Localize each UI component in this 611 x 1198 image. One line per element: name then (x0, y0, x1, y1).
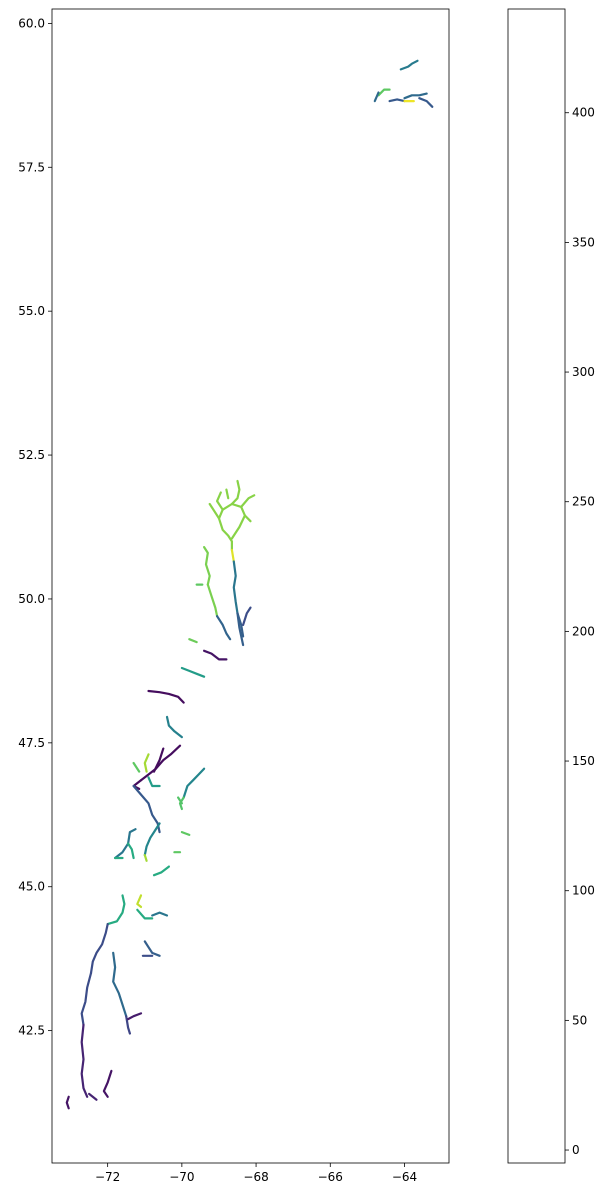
river-segment (177, 796, 183, 805)
river-segment (242, 606, 252, 627)
river-segment (112, 951, 128, 1018)
y-tick-label: 45.0 (18, 880, 45, 894)
river-segment (206, 583, 219, 618)
river-segment (151, 911, 169, 917)
river-segment (403, 92, 428, 100)
x-tick-label: −72 (95, 1170, 120, 1184)
river-segment (240, 494, 256, 508)
river-segment (65, 1095, 70, 1110)
y-tick-label: 50.0 (18, 592, 45, 606)
river-segment (132, 784, 161, 834)
river-segment (147, 689, 185, 704)
river-segment (230, 502, 246, 540)
river-segment (216, 615, 232, 641)
colorbar-tick-label: 250 (572, 495, 595, 509)
x-axis: −72 −70 −68 −66 −64 (95, 1163, 417, 1184)
y-axis: 42.5 45.0 47.5 50.0 52.5 55.0 57.5 60.0 (18, 16, 52, 1038)
river-segment (399, 59, 419, 71)
river-segment (217, 502, 233, 552)
y-tick-label: 57.5 (18, 160, 45, 174)
y-tick-label: 55.0 (18, 304, 45, 318)
colorbar-tick-label: 300 (572, 365, 595, 379)
x-tick-label: −64 (392, 1170, 417, 1184)
river-segment (377, 88, 391, 97)
river-segment (87, 1092, 98, 1101)
colorbar-tick-label: 150 (572, 754, 595, 768)
colorbar-tick-label: 350 (572, 235, 595, 249)
river-segment (165, 715, 183, 739)
river-segment (180, 666, 206, 678)
river-segment (203, 545, 211, 586)
river-segment (232, 560, 239, 615)
plot-frame (51, 8, 450, 1164)
river-segment (80, 1023, 89, 1098)
river-segment (143, 853, 148, 862)
river-segment (373, 91, 380, 103)
y-tick-label: 47.5 (18, 736, 45, 750)
river-segment (127, 1012, 143, 1021)
x-tick-label: −68 (243, 1170, 268, 1184)
river-segment (143, 940, 161, 957)
river-segment (106, 894, 126, 926)
colorbar-tick-label: 100 (572, 884, 595, 898)
river-segments (65, 59, 434, 1110)
river-segment (243, 514, 252, 523)
river-segment (230, 479, 241, 506)
river-segment (136, 894, 143, 909)
river-segment (139, 744, 182, 782)
river-segment (388, 98, 406, 103)
river-segment (89, 922, 109, 975)
colorbar: 0 50 100 150 200 250 300 350 400 (507, 8, 595, 1164)
river-segment (132, 761, 141, 773)
river-segment (236, 612, 245, 647)
river-segment (127, 842, 135, 860)
river-segment (147, 776, 161, 788)
river-segment (136, 908, 154, 920)
colorbar-gradient (507, 8, 566, 1164)
river-segment (418, 97, 434, 108)
river-segment (180, 830, 191, 837)
colorbar-tick-label: 0 (572, 1143, 580, 1157)
colorbar-ticks: 0 50 100 150 200 250 300 350 400 (565, 106, 595, 1157)
x-tick-label: −66 (318, 1170, 343, 1184)
river-segment (178, 796, 185, 811)
x-tick-label: −70 (169, 1170, 194, 1184)
colorbar-tick-label: 400 (572, 106, 595, 120)
river-segment (225, 488, 230, 500)
y-tick-label: 60.0 (18, 16, 45, 30)
plot-area: −72 −70 −68 −66 −64 42.5 45.0 47.5 50.0 52.5 55.0… (18, 8, 450, 1184)
river-segment (143, 822, 161, 857)
river-segment (125, 1015, 131, 1035)
river-segment (182, 767, 206, 799)
river-segment (216, 491, 224, 511)
river-segment (230, 548, 235, 563)
river-segment (80, 971, 93, 1027)
colorbar-tick-label: 50 (572, 1013, 587, 1027)
river-segment (208, 502, 221, 520)
river-segment (152, 747, 165, 773)
y-tick-label: 42.5 (18, 1024, 45, 1038)
river-segment (152, 865, 170, 877)
colorbar-tick-label: 200 (572, 624, 595, 638)
river-segment (203, 649, 228, 661)
y-tick-label: 52.5 (18, 448, 45, 462)
river-segment (188, 638, 198, 644)
river-segment (143, 753, 150, 773)
river-segment (102, 1069, 113, 1098)
